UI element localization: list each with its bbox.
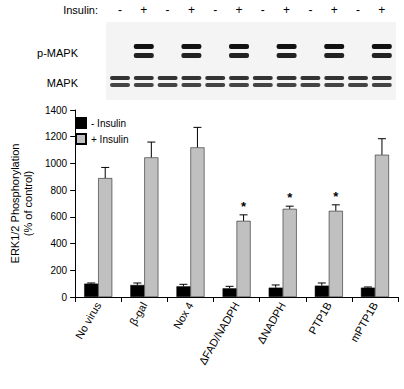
svg-text:+: + xyxy=(331,3,338,17)
svg-text:Insulin:: Insulin: xyxy=(63,4,98,16)
svg-text:800: 800 xyxy=(50,185,67,196)
svg-text:1200: 1200 xyxy=(45,131,68,142)
svg-text:ΔNADPH: ΔNADPH xyxy=(255,300,288,346)
svg-text:400: 400 xyxy=(50,238,67,249)
svg-text:*: * xyxy=(333,189,339,204)
svg-text:*: * xyxy=(287,190,293,205)
svg-text:PTP1B: PTP1B xyxy=(306,300,334,336)
svg-text:- Insulin: - Insulin xyxy=(91,118,126,129)
svg-text:ΔFAD/NADPH: ΔFAD/NADPH xyxy=(196,300,242,367)
svg-text:+: + xyxy=(235,3,242,17)
svg-text:1000: 1000 xyxy=(45,158,68,169)
svg-text:ERK1/2 Phosphorylation: ERK1/2 Phosphorylation xyxy=(9,144,21,264)
svg-text:-: - xyxy=(356,3,360,17)
svg-text:-: - xyxy=(261,3,265,17)
svg-text:p-MAPK: p-MAPK xyxy=(37,47,79,59)
svg-text:+: + xyxy=(283,3,290,17)
svg-text:-: - xyxy=(308,3,312,17)
svg-text:*: * xyxy=(241,199,247,214)
svg-text:(% of control): (% of control) xyxy=(22,171,34,236)
svg-text:+: + xyxy=(140,3,147,17)
svg-text:+: + xyxy=(378,3,385,17)
svg-text:mPTP1B: mPTP1B xyxy=(348,300,380,344)
svg-text:No virus: No virus xyxy=(73,300,104,341)
svg-text:β-gal: β-gal xyxy=(127,300,150,327)
svg-text:Nox 4: Nox 4 xyxy=(171,300,196,331)
svg-text:+ Insulin: + Insulin xyxy=(91,134,129,145)
svg-text:0: 0 xyxy=(62,292,68,303)
svg-text:+: + xyxy=(188,3,195,17)
svg-text:200: 200 xyxy=(50,265,67,276)
svg-text:-: - xyxy=(213,3,217,17)
svg-text:-: - xyxy=(118,3,122,17)
svg-text:MAPK: MAPK xyxy=(47,77,79,89)
svg-text:-: - xyxy=(166,3,170,17)
svg-text:600: 600 xyxy=(50,211,67,222)
svg-text:1400: 1400 xyxy=(45,105,68,116)
